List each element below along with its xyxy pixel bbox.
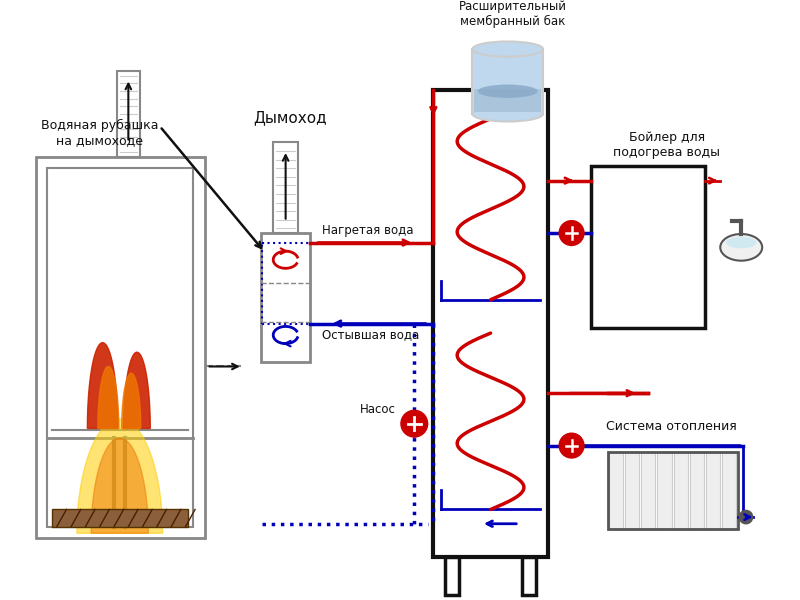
Bar bbox=[274, 142, 298, 233]
Bar bbox=[641, 452, 655, 529]
Bar bbox=[608, 452, 738, 529]
Bar bbox=[473, 49, 543, 114]
Ellipse shape bbox=[473, 106, 543, 122]
Bar bbox=[474, 89, 541, 112]
Bar bbox=[690, 452, 704, 529]
Text: Водяная рубашка
на дымоходе: Водяная рубашка на дымоходе bbox=[41, 119, 158, 147]
Text: Насос: Насос bbox=[360, 403, 396, 416]
Polygon shape bbox=[87, 343, 118, 428]
Bar bbox=[261, 233, 310, 362]
Text: Нагретая вода: Нагретая вода bbox=[322, 224, 414, 237]
Polygon shape bbox=[98, 367, 119, 428]
Polygon shape bbox=[77, 419, 162, 533]
Ellipse shape bbox=[726, 237, 757, 248]
Circle shape bbox=[559, 433, 584, 458]
Polygon shape bbox=[91, 438, 148, 533]
Polygon shape bbox=[123, 352, 150, 428]
Bar bbox=[590, 166, 705, 328]
Text: Расширительный
мембранный бак: Расширительный мембранный бак bbox=[458, 0, 566, 28]
Bar bbox=[47, 168, 193, 527]
Circle shape bbox=[739, 511, 753, 524]
Ellipse shape bbox=[720, 234, 762, 260]
Text: Бойлер для
подогрева воды: Бойлер для подогрева воды bbox=[614, 131, 720, 158]
Text: Дымоход: Дымоход bbox=[254, 110, 327, 125]
Bar bbox=[117, 71, 140, 157]
Text: Остывшая вода: Остывшая вода bbox=[322, 328, 419, 341]
Circle shape bbox=[559, 221, 584, 245]
Bar bbox=[658, 452, 672, 529]
Polygon shape bbox=[122, 373, 141, 428]
Ellipse shape bbox=[478, 85, 538, 98]
Bar bbox=[445, 557, 459, 595]
Ellipse shape bbox=[473, 41, 543, 57]
Bar bbox=[625, 452, 639, 529]
Bar bbox=[52, 509, 189, 527]
Bar bbox=[609, 452, 623, 529]
Bar bbox=[36, 157, 205, 538]
Circle shape bbox=[401, 410, 428, 437]
Bar bbox=[674, 452, 688, 529]
Bar bbox=[722, 452, 737, 529]
Text: Система отопления: Система отопления bbox=[606, 420, 737, 433]
Bar bbox=[522, 557, 536, 595]
Bar bbox=[434, 90, 548, 557]
Bar bbox=[706, 452, 720, 529]
